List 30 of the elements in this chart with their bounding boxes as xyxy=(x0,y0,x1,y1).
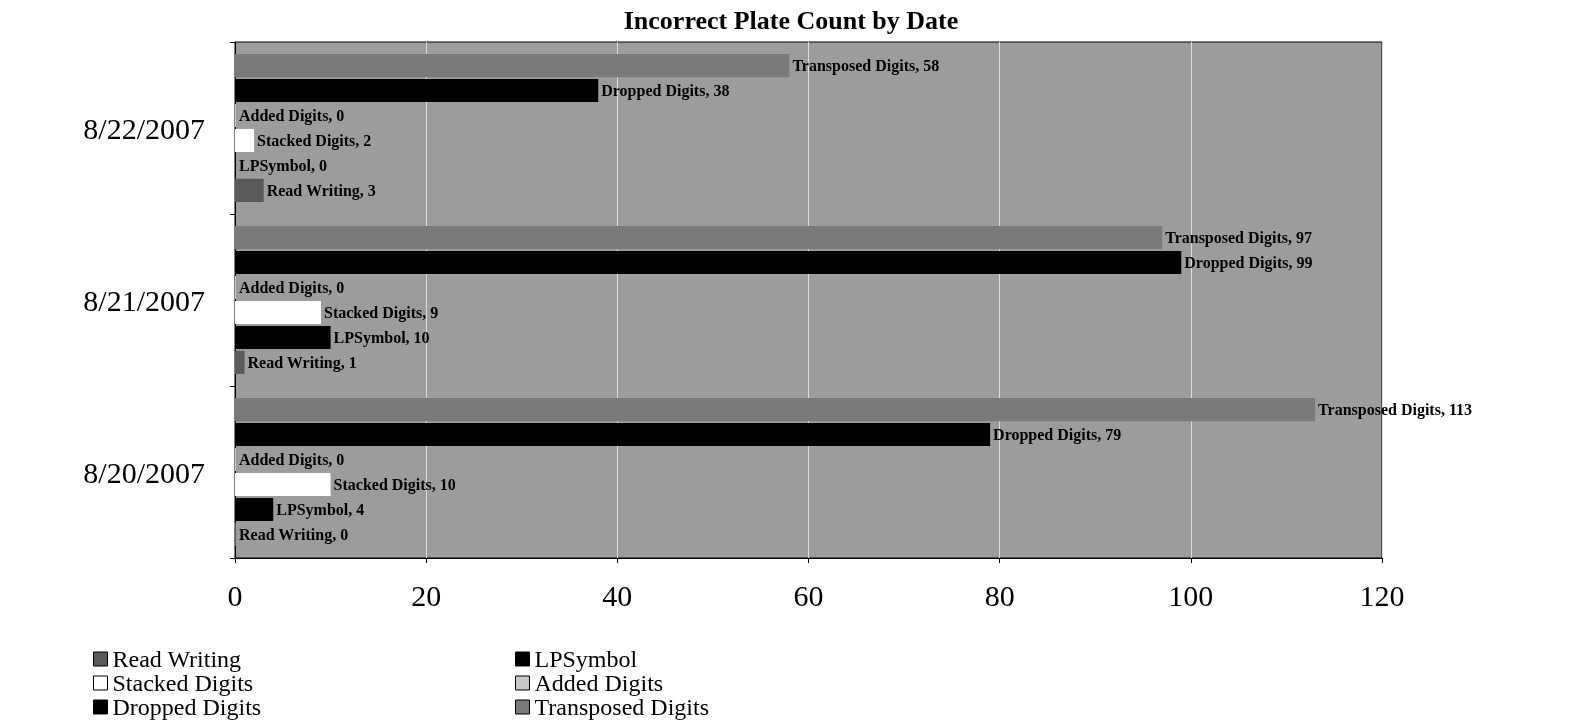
data-label: Dropped Digits, 38 xyxy=(601,82,730,101)
data-label: Dropped Digits, 79 xyxy=(993,426,1122,445)
y-tick-label: 8/22/2007 xyxy=(83,111,205,145)
x-tick-label: 80 xyxy=(984,578,1015,612)
data-label: Transposed Digits, 58 xyxy=(792,57,940,76)
x-tick-label: 100 xyxy=(1168,578,1214,612)
legend-label: LPSymbol xyxy=(534,646,638,672)
data-label: Transposed Digits, 97 xyxy=(1165,229,1312,248)
data-label: Read Writing, 1 xyxy=(247,353,357,372)
data-label: Added Digits, 0 xyxy=(239,107,345,126)
data-label: Stacked Digits, 9 xyxy=(324,303,439,322)
chart-title: Incorrect Plate Count by Date xyxy=(623,5,959,35)
data-label: Read Writing, 0 xyxy=(239,525,349,544)
x-tick-label: 20 xyxy=(411,578,442,612)
data-label: Added Digits, 0 xyxy=(239,451,345,470)
x-tick-label: 0 xyxy=(227,578,243,612)
data-label: LPSymbol, 4 xyxy=(276,500,365,519)
x-tick-label: 120 xyxy=(1359,578,1405,612)
y-tick-label: 8/21/2007 xyxy=(83,283,205,317)
data-label: Stacked Digits, 2 xyxy=(257,131,372,150)
y-tick-label: 8/20/2007 xyxy=(83,455,205,489)
data-label: Added Digits, 0 xyxy=(239,279,345,298)
data-label: Stacked Digits, 10 xyxy=(333,475,456,494)
data-label: LPSymbol, 0 xyxy=(239,156,328,175)
legend-label: Read Writing xyxy=(112,646,242,672)
x-tick-label: 40 xyxy=(602,578,633,612)
data-label: LPSymbol, 10 xyxy=(333,328,430,347)
x-tick-label: 60 xyxy=(793,578,824,612)
data-label: Dropped Digits, 99 xyxy=(1184,254,1313,273)
data-label: Read Writing, 3 xyxy=(266,181,376,200)
